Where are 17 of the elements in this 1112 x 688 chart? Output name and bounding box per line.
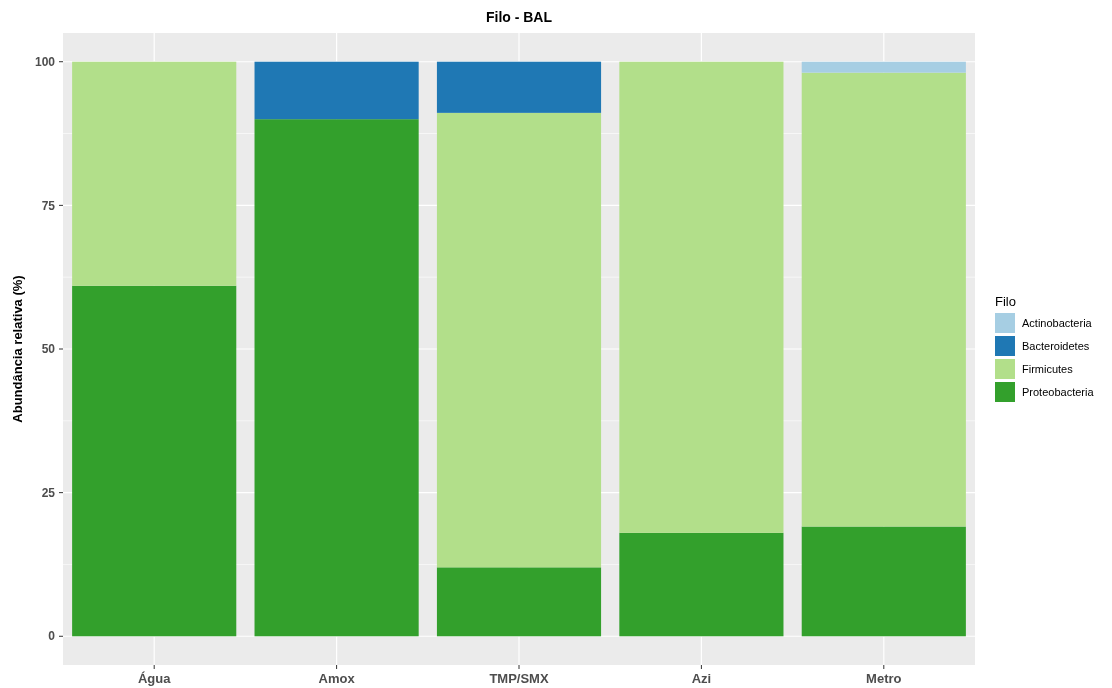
y-axis-title: Abundância relativa (%): [10, 275, 25, 423]
legend-label: Proteobacteria: [1022, 385, 1095, 398]
y-tick-label: 50: [41, 342, 56, 357]
y-tick-label: 100: [34, 54, 56, 69]
x-tick-label: Azi: [691, 671, 712, 686]
x-tick-label: Metro: [866, 671, 902, 686]
y-tick-label: 0: [48, 629, 56, 644]
chart-title: Filo - BAL: [485, 9, 553, 25]
x-tick-label: TMP/SMX: [489, 671, 549, 686]
legend-label: Firmicutes: [1022, 362, 1074, 375]
legend-title: Filo: [995, 294, 1016, 309]
y-tick-label: 75: [41, 198, 56, 213]
legend-label: Actinobacteria: [1022, 316, 1093, 329]
x-tick-label: Amox: [318, 671, 356, 686]
y-tick-label: 25: [41, 485, 56, 500]
x-tick-label: Água: [137, 671, 172, 686]
legend-label: Bacteroidetes: [1022, 339, 1090, 352]
